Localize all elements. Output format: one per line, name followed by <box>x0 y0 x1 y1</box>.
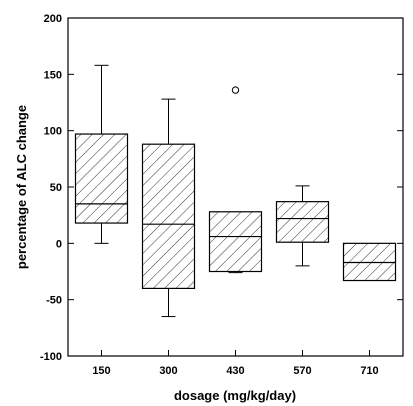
box-iqr <box>208 211 263 273</box>
x-axis: 150 300 430 570 710 <box>92 350 379 377</box>
box-710 <box>342 242 397 282</box>
x-tick-label: 430 <box>226 365 244 377</box>
x-axis-title: dosage (mg/kg/day) <box>174 388 296 403</box>
box-iqr <box>74 133 129 224</box>
y-tick-label: -100 <box>40 351 62 363</box>
box-iqr <box>141 143 196 289</box>
box-300 <box>141 98 196 318</box>
x-tick-label: 710 <box>360 365 378 377</box>
y-tick-label: 0 <box>56 238 62 250</box>
y-tick-label: 200 <box>44 13 62 25</box>
box-iqr <box>275 201 330 243</box>
outlier-point <box>231 86 240 94</box>
boxes-group <box>74 64 397 318</box>
box-150 <box>74 64 129 244</box>
y-tick-label: 50 <box>50 182 62 194</box>
x-tick-label: 150 <box>92 365 110 377</box>
y-tick-label: 100 <box>44 126 62 138</box>
y-tick-label: 150 <box>44 69 62 81</box>
y-axis: -100 -50 0 50 100 150 200 <box>40 13 403 363</box>
box-430 <box>208 86 263 274</box>
box-570 <box>275 185 330 267</box>
x-tick-label: 300 <box>159 365 177 377</box>
y-tick-label: -50 <box>46 295 62 307</box>
y-axis-title: percentage of ALC change <box>14 105 29 269</box>
x-tick-label: 570 <box>293 365 311 377</box>
